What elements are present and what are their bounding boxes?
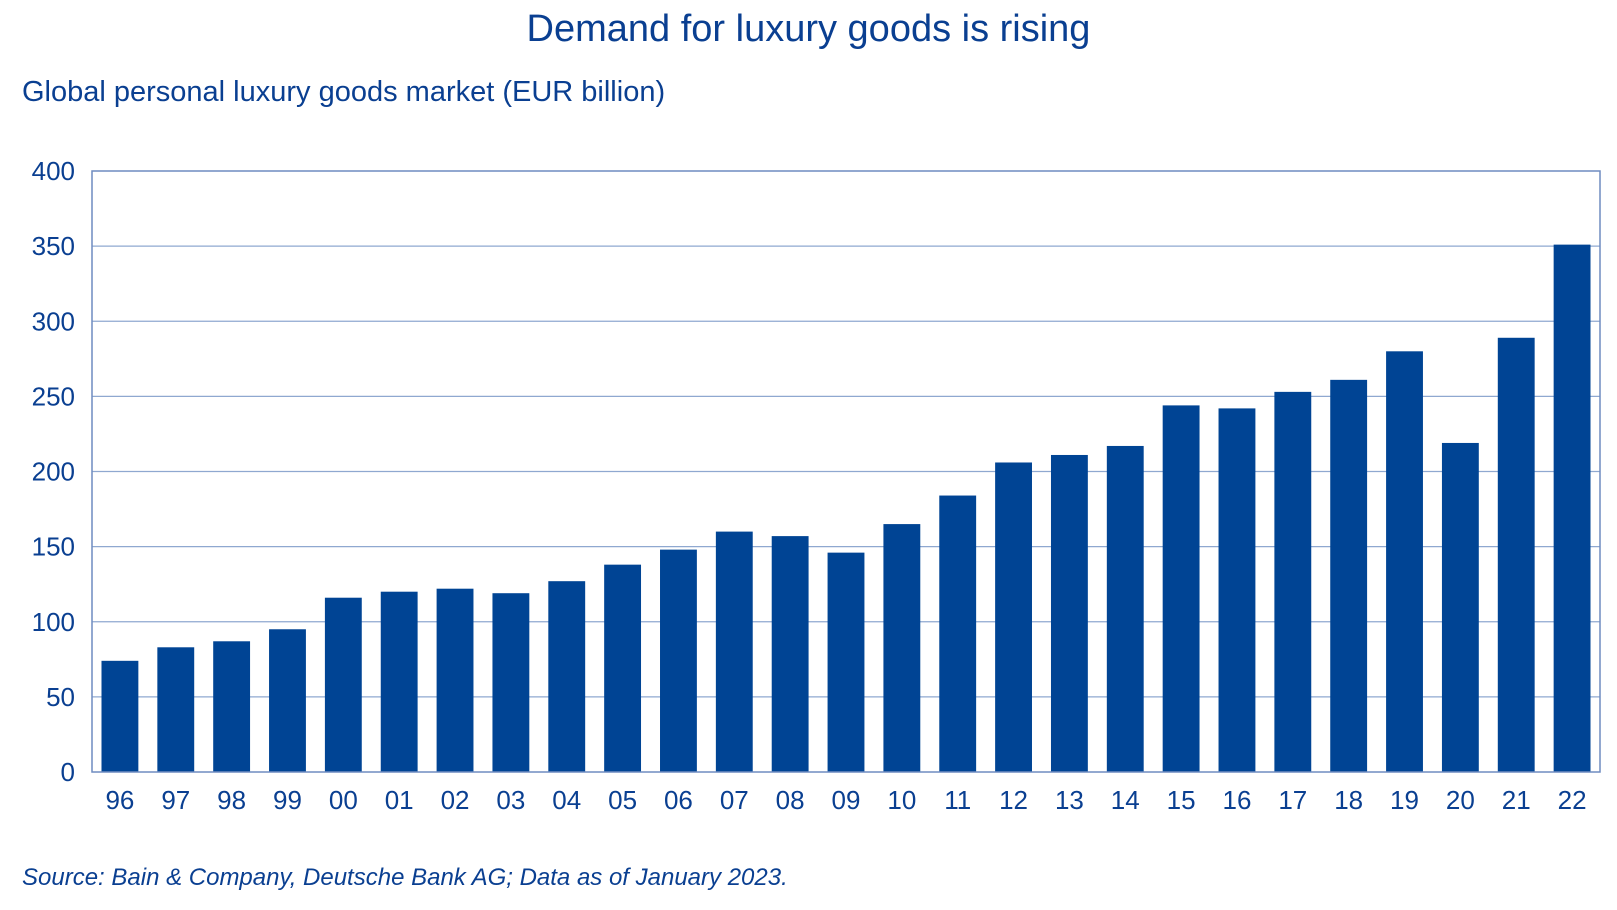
y-tick-label: 400 xyxy=(32,156,75,186)
x-tick-label: 07 xyxy=(720,785,749,815)
x-tick-label: 14 xyxy=(1111,785,1140,815)
bar-17 xyxy=(1274,391,1312,772)
bar-10 xyxy=(883,524,921,772)
x-tick-label: 00 xyxy=(329,785,358,815)
bar-03 xyxy=(492,593,530,772)
y-tick-label: 300 xyxy=(32,306,75,336)
bar-99 xyxy=(269,629,306,772)
bar-12 xyxy=(995,462,1032,772)
bar-18 xyxy=(1330,379,1368,772)
y-tick-label: 250 xyxy=(32,381,75,411)
x-tick-label: 96 xyxy=(105,785,134,815)
source-note: Source: Bain & Company, Deutsche Bank AG… xyxy=(22,864,788,891)
x-tick-label: 16 xyxy=(1223,785,1252,815)
x-tick-label: 18 xyxy=(1334,785,1363,815)
plot-frame xyxy=(91,170,1601,773)
x-tick-label: 17 xyxy=(1278,785,1307,815)
bar-13 xyxy=(1050,454,1088,772)
bar-16 xyxy=(1218,408,1256,772)
x-tick-label: 09 xyxy=(832,785,861,815)
x-tick-label: 98 xyxy=(217,785,246,815)
y-tick-label: 350 xyxy=(32,231,75,261)
y-axis-ticks: 0 50 100 150 200 250 300 350 400 xyxy=(32,156,75,787)
bar-05 xyxy=(604,564,642,772)
x-tick-label: 02 xyxy=(441,785,470,815)
bar-98 xyxy=(213,641,251,772)
x-tick-label: 19 xyxy=(1390,785,1419,815)
x-tick-label: 13 xyxy=(1055,785,1084,815)
bar-96 xyxy=(101,660,139,772)
bar-01 xyxy=(380,591,418,772)
bar-08 xyxy=(771,536,809,772)
x-tick-label: 20 xyxy=(1446,785,1475,815)
x-tick-label: 21 xyxy=(1502,785,1531,815)
x-tick-label: 15 xyxy=(1167,785,1196,815)
x-tick-label: 01 xyxy=(385,785,414,815)
bar-00 xyxy=(324,597,362,772)
bar-07 xyxy=(715,531,753,772)
bar-02 xyxy=(436,588,474,772)
x-tick-label: 97 xyxy=(161,785,190,815)
bar-04 xyxy=(548,581,586,772)
bar-22 xyxy=(1553,244,1591,772)
x-tick-label: 12 xyxy=(999,785,1028,815)
bar-19 xyxy=(1386,351,1423,772)
bar-14 xyxy=(1106,445,1144,772)
bar-97 xyxy=(157,647,195,772)
x-tick-label: 05 xyxy=(608,785,637,815)
x-tick-label: 10 xyxy=(887,785,916,815)
x-axis-ticks: 96 97 98 99 00 01 02 03 04 05 06 07 08 09 10 11 12 13 14 15… xyxy=(105,785,1586,815)
bar-06 xyxy=(660,549,697,772)
y-tick-label: 200 xyxy=(32,457,75,487)
bar-20 xyxy=(1441,442,1479,772)
y-tick-label: 0 xyxy=(61,757,75,787)
bar-09 xyxy=(827,552,865,772)
x-tick-label: 22 xyxy=(1558,785,1587,815)
chart-subtitle: Global personal luxury goods market (EUR… xyxy=(22,76,666,108)
x-tick-label: 11 xyxy=(944,785,971,815)
bar-15 xyxy=(1162,405,1200,772)
x-tick-label: 99 xyxy=(273,785,302,815)
x-tick-label: 08 xyxy=(776,785,805,815)
y-tick-label: 100 xyxy=(32,607,75,637)
bars xyxy=(101,244,1591,772)
bar-11 xyxy=(939,495,977,772)
bar-21 xyxy=(1497,337,1535,772)
x-tick-label: 06 xyxy=(664,785,693,815)
y-tick-label: 150 xyxy=(32,532,75,562)
x-tick-label: 04 xyxy=(552,785,581,815)
x-tick-label: 03 xyxy=(496,785,525,815)
chart-title: Demand for luxury goods is rising xyxy=(526,8,1091,50)
y-tick-label: 50 xyxy=(46,682,75,712)
plot-border xyxy=(91,170,1601,773)
